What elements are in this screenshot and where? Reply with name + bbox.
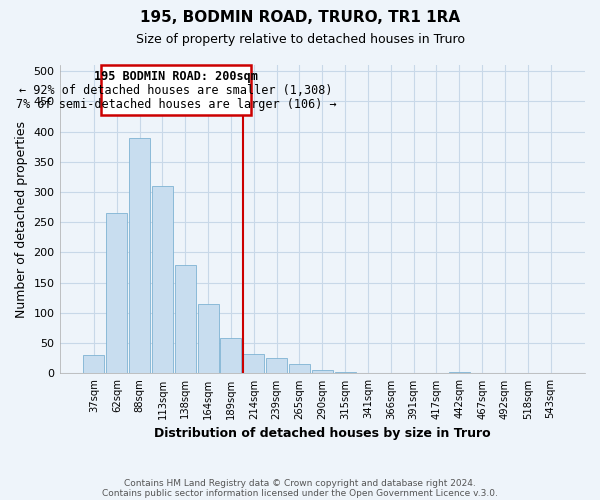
Text: 195, BODMIN ROAD, TRURO, TR1 1RA: 195, BODMIN ROAD, TRURO, TR1 1RA	[140, 10, 460, 25]
Bar	[101, 65, 251, 114]
Bar	[175, 264, 196, 374]
Bar	[312, 370, 333, 374]
Y-axis label: Number of detached properties: Number of detached properties	[15, 120, 28, 318]
Bar	[220, 338, 241, 374]
Bar	[197, 304, 218, 374]
Text: ← 92% of detached houses are smaller (1,308): ← 92% of detached houses are smaller (1,…	[19, 84, 333, 97]
Bar	[152, 186, 173, 374]
Text: 7% of semi-detached houses are larger (106) →: 7% of semi-detached houses are larger (1…	[16, 98, 337, 111]
Text: Contains public sector information licensed under the Open Government Licence v.: Contains public sector information licen…	[102, 488, 498, 498]
Text: Contains HM Land Registry data © Crown copyright and database right 2024.: Contains HM Land Registry data © Crown c…	[124, 478, 476, 488]
Bar	[129, 138, 150, 374]
Bar	[449, 372, 470, 374]
Bar	[243, 354, 264, 374]
Bar	[335, 372, 356, 374]
Text: Size of property relative to detached houses in Truro: Size of property relative to detached ho…	[136, 32, 464, 46]
Text: 195 BODMIN ROAD: 200sqm: 195 BODMIN ROAD: 200sqm	[94, 70, 258, 83]
Bar	[106, 213, 127, 374]
Bar	[266, 358, 287, 374]
Bar	[83, 356, 104, 374]
X-axis label: Distribution of detached houses by size in Truro: Distribution of detached houses by size …	[154, 427, 491, 440]
Bar	[289, 364, 310, 374]
